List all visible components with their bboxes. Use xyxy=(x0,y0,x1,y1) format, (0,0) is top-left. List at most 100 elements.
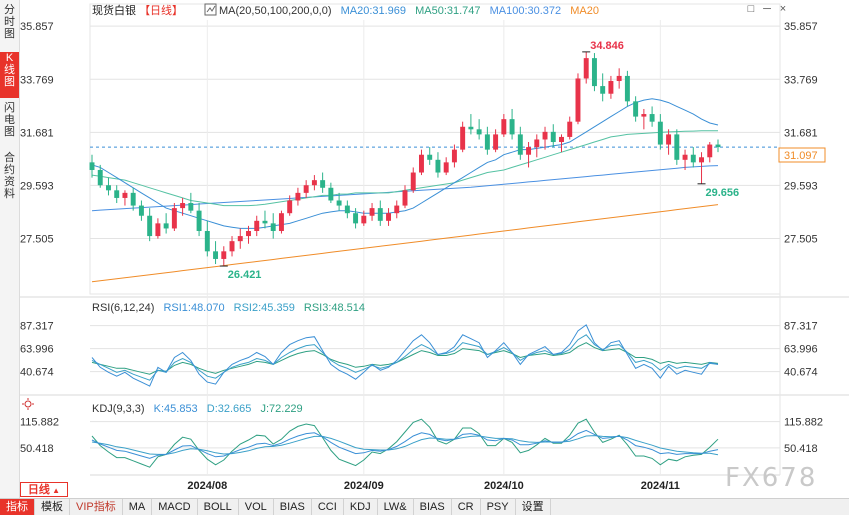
toolbar-button-13[interactable]: PSY xyxy=(481,499,516,515)
kdj-lines xyxy=(91,418,719,468)
candle-body xyxy=(204,230,210,252)
candle-body xyxy=(674,134,680,160)
candle-body xyxy=(180,203,186,209)
candle-body xyxy=(229,241,235,252)
candle-body xyxy=(196,210,202,231)
last-price-tag xyxy=(778,147,826,163)
y-tick-label-left: 27.505 xyxy=(20,233,54,245)
toolbar-button-6[interactable]: VOL xyxy=(239,499,274,515)
y-tick-label-right: 29.593 xyxy=(784,180,818,192)
x-tick-label: 2024/08 xyxy=(187,480,227,492)
candle-body xyxy=(361,215,367,224)
candle-body xyxy=(699,157,704,163)
y-tick-label-left: 29.593 xyxy=(20,180,54,192)
sidebar-tab-char: 图 xyxy=(4,126,15,138)
candle-body xyxy=(213,251,219,259)
tab-flash-chart[interactable]: 闪电图 xyxy=(0,102,19,148)
ma-params: MA(20,50,100,200,0,0) xyxy=(219,5,332,17)
candle-body xyxy=(657,121,663,145)
ma200-value: MA20 xyxy=(570,5,599,17)
rsi1-line xyxy=(91,324,719,387)
candle-body xyxy=(114,190,120,198)
rsi2-value: RSI2:45.359 xyxy=(234,302,295,314)
candle-body xyxy=(427,154,433,160)
candle-body xyxy=(509,119,515,135)
rsi-tick-label-left: 87.317 xyxy=(20,321,54,333)
sidebar-tab-char: 时 xyxy=(4,16,15,28)
rsi-legend: RSI(6,12,24) RSI1:48.070 RSI2:45.359 RSI… xyxy=(92,302,365,314)
close-button[interactable]: × xyxy=(779,3,787,15)
candle-body xyxy=(328,187,334,201)
ma-settings-icon[interactable] xyxy=(204,3,217,16)
j-value: J:72.229 xyxy=(260,403,302,415)
x-tick-label: 2024/09 xyxy=(344,480,384,492)
toolbar-button-10[interactable]: LW& xyxy=(378,499,414,515)
toolbar-button-12[interactable]: CR xyxy=(452,499,481,515)
toolbar-button-3[interactable]: MA xyxy=(123,499,153,515)
y-tick-label-left: 33.769 xyxy=(20,74,54,86)
candle-body xyxy=(188,203,194,211)
candle-body xyxy=(666,134,672,145)
candle-body xyxy=(344,205,350,214)
candle-body xyxy=(468,126,474,130)
candle-body xyxy=(608,81,614,94)
toolbar-button-14[interactable]: 设置 xyxy=(516,499,551,515)
toolbar-button-5[interactable]: BOLL xyxy=(198,499,239,515)
candle-body xyxy=(386,213,391,221)
candle-body xyxy=(254,220,260,231)
candle-body xyxy=(122,192,128,198)
sidebar-tab-char: 料 xyxy=(4,188,15,200)
toolbar-button-2[interactable]: VIP指标 xyxy=(70,499,123,515)
rsi2-line xyxy=(91,334,719,381)
candle-body xyxy=(707,144,713,158)
tab-time-sharing[interactable]: 分时图 xyxy=(0,4,19,48)
sidebar-tab-char: 分 xyxy=(4,4,15,16)
candle-body xyxy=(336,200,342,206)
sidebar-tab-char: 线 xyxy=(4,64,15,76)
toolbar-button-8[interactable]: CCI xyxy=(312,499,344,515)
candle-body xyxy=(295,192,301,201)
toolbar-button-4[interactable]: MACD xyxy=(152,499,198,515)
candle-body xyxy=(715,144,721,148)
rsi-tick-label-left: 40.674 xyxy=(20,367,54,379)
candle-body xyxy=(451,149,457,163)
candle-body xyxy=(163,223,169,229)
period-selector-label: 日线 xyxy=(27,484,50,496)
kdj-settings-icon[interactable] xyxy=(22,398,34,410)
toolbar-button-9[interactable]: KDJ xyxy=(344,499,378,515)
period-selector[interactable]: 日线 ▲ xyxy=(20,482,68,497)
candle-body xyxy=(550,131,556,143)
toolbar-button-7[interactable]: BIAS xyxy=(274,499,312,515)
y-tick-label-left: 35.857 xyxy=(20,21,54,33)
rsi3-line xyxy=(91,342,719,375)
last-price-text: 31.097 xyxy=(784,150,818,162)
header-legend: 现货白银 【日线】 xyxy=(92,3,183,17)
candlestick-chart: 35.857 35.857 33.769 33.769 31.681 31.681 29.5… xyxy=(20,3,849,492)
candle-body xyxy=(616,75,622,82)
candle-body xyxy=(435,159,441,173)
rsi-lines xyxy=(91,324,719,387)
rsi-tick-label-right: 87.317 xyxy=(784,321,818,333)
toolbar-button-11[interactable]: BIAS xyxy=(414,499,452,515)
rsi-tick-label-right: 40.674 xyxy=(784,367,818,379)
candle-body xyxy=(460,126,466,150)
candle-body xyxy=(559,136,564,143)
candle-body xyxy=(278,213,284,231)
ma20-value: MA20:31.969 xyxy=(341,5,406,17)
candle-body xyxy=(221,251,227,259)
tab-contract-info[interactable]: 合约资料 xyxy=(0,152,19,212)
toolbar-button-0[interactable]: 指标 xyxy=(0,499,35,515)
minimize-button[interactable]: ─ xyxy=(763,3,771,15)
caret-up-icon: ▲ xyxy=(49,486,61,495)
candle-body xyxy=(246,230,251,237)
restore-button[interactable]: □ xyxy=(747,3,755,15)
toolbar-button-1[interactable]: 模板 xyxy=(35,499,70,515)
kdj-tick-label-left: 115.882 xyxy=(20,417,59,429)
candle-body xyxy=(517,134,523,155)
candles xyxy=(89,51,721,267)
candle-body xyxy=(591,58,597,87)
y-tick-label-right: 27.505 xyxy=(784,233,818,245)
candle-body xyxy=(369,208,375,216)
